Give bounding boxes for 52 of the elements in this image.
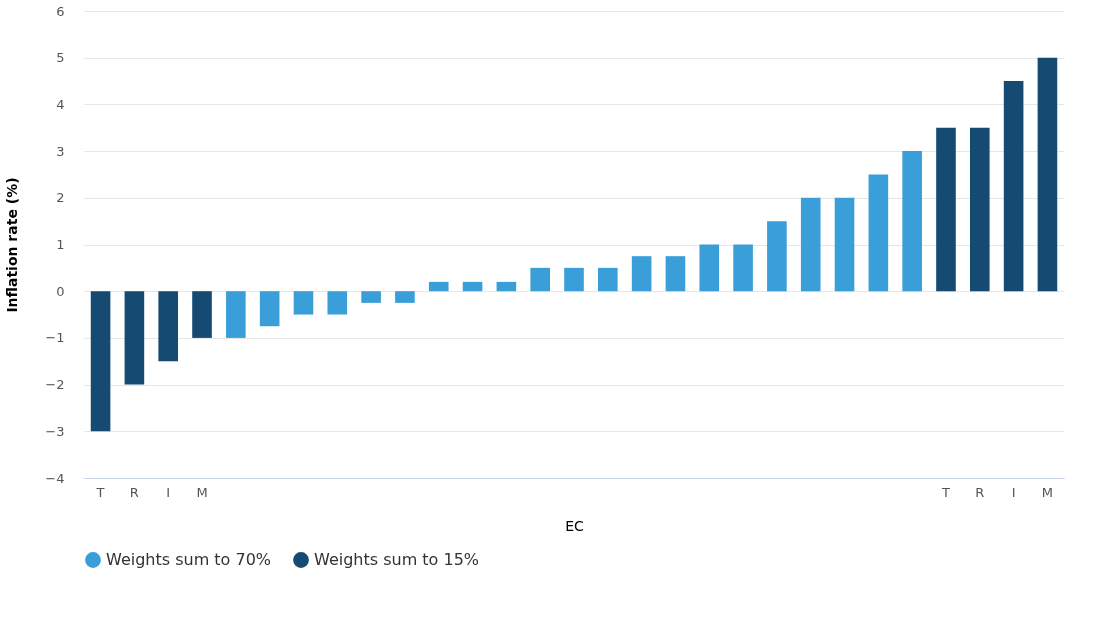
bar bbox=[699, 244, 720, 292]
bar bbox=[428, 281, 449, 292]
bar bbox=[158, 291, 179, 362]
bar bbox=[226, 291, 246, 338]
y-tick-label: 2 bbox=[56, 190, 65, 206]
bar bbox=[665, 256, 686, 292]
x-tick-label: T bbox=[941, 484, 950, 500]
bar bbox=[868, 174, 889, 292]
y-tick-label: 6 bbox=[56, 3, 65, 19]
y-tick-label: −3 bbox=[45, 423, 65, 439]
x-tick-label: I bbox=[1011, 484, 1016, 500]
x-tick-label: M bbox=[196, 484, 208, 500]
y-tick-label: 5 bbox=[56, 50, 65, 66]
y-tick-label: 4 bbox=[56, 96, 65, 112]
bar bbox=[902, 151, 922, 292]
bar bbox=[767, 221, 787, 292]
legend-label: Weights sum to 15% bbox=[314, 550, 480, 569]
bar bbox=[192, 291, 212, 338]
bar bbox=[564, 267, 584, 292]
bar bbox=[496, 281, 517, 292]
y-axis-title: Inflation rate (%) bbox=[4, 177, 21, 313]
bar bbox=[1037, 57, 1058, 292]
bar bbox=[598, 267, 618, 292]
bar bbox=[395, 291, 415, 303]
bar bbox=[462, 281, 483, 292]
bar bbox=[361, 291, 381, 303]
bar bbox=[327, 291, 348, 315]
bar bbox=[259, 291, 280, 327]
y-tick-label: 1 bbox=[56, 237, 65, 252]
y-tick-label: 3 bbox=[56, 143, 65, 159]
bar bbox=[90, 291, 111, 432]
bar bbox=[631, 256, 652, 292]
bar bbox=[834, 197, 855, 292]
x-tick-label: T bbox=[95, 484, 105, 500]
y-tick-label: −2 bbox=[45, 377, 65, 393]
y-tick-label: −1 bbox=[45, 330, 65, 346]
legend-label: Weights sum to 70% bbox=[106, 550, 272, 569]
bar bbox=[936, 127, 956, 292]
x-tick-label: R bbox=[975, 484, 985, 500]
x-tick-label: I bbox=[166, 484, 171, 500]
bar bbox=[800, 197, 821, 292]
bar bbox=[1003, 81, 1024, 292]
x-tick-label: M bbox=[1041, 484, 1054, 500]
bar bbox=[124, 291, 145, 385]
bar bbox=[530, 267, 550, 292]
bar bbox=[733, 244, 753, 292]
bar bbox=[969, 127, 990, 292]
bar bbox=[293, 291, 314, 315]
x-tick-label: R bbox=[129, 484, 139, 500]
y-tick-label: 0 bbox=[56, 283, 65, 299]
x-axis-title: EC bbox=[565, 517, 585, 534]
y-tick-label: −4 bbox=[45, 470, 65, 486]
